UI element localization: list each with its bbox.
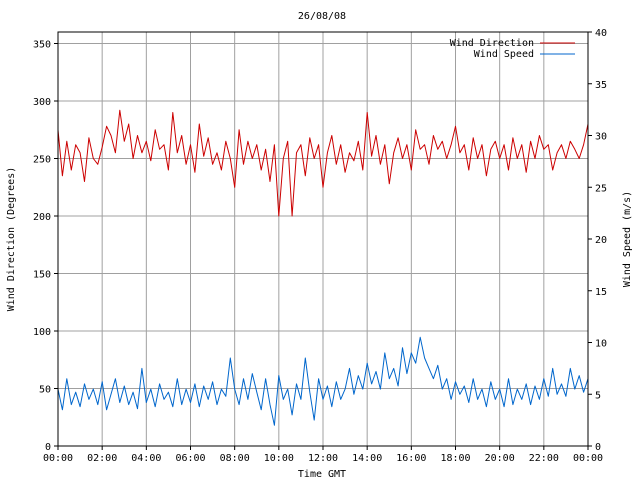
- x-tick-label: 16:00: [396, 453, 426, 464]
- left-tick-label: 150: [33, 270, 51, 281]
- wind-direction-line: [57, 109, 589, 217]
- left-tick-label: 100: [33, 327, 51, 338]
- left-tick-label: 300: [33, 97, 51, 108]
- x-tick-label: 22:00: [529, 453, 559, 464]
- x-tick-label: 20:00: [485, 453, 515, 464]
- x-tick-label: 04:00: [131, 453, 161, 464]
- right-tick-label: 35: [595, 80, 607, 91]
- left-tick-label: 200: [33, 212, 51, 223]
- x-tick-label: 14:00: [352, 453, 382, 464]
- x-tick-label: 12:00: [308, 453, 338, 464]
- left-tick-label: 0: [45, 442, 51, 453]
- x-tick-label: 02:00: [87, 453, 117, 464]
- legend: Wind Direction Wind Speed: [450, 38, 575, 60]
- right-tick-label: 0: [595, 442, 601, 453]
- right-tick-label: 25: [595, 183, 607, 194]
- left-tick-label: 250: [33, 155, 51, 166]
- series-layer: [57, 109, 589, 426]
- right-tick-label: 20: [595, 235, 607, 246]
- x-tick-label: 10:00: [264, 453, 294, 464]
- x-tick-label: 08:00: [220, 453, 250, 464]
- left-axis-ticks: 0 50 100 150 200 250 300 350: [33, 40, 58, 453]
- right-tick-label: 5: [595, 390, 601, 401]
- right-tick-label: 10: [595, 339, 607, 350]
- legend-label-speed: Wind Speed: [474, 49, 534, 60]
- x-tick-label: 00:00: [43, 453, 73, 464]
- right-tick-label: 40: [595, 28, 607, 39]
- right-tick-label: 15: [595, 287, 607, 298]
- x-tick-label: 18:00: [440, 453, 470, 464]
- left-tick-label: 50: [39, 385, 51, 396]
- left-axis-label: Wind Direction (Degrees): [6, 167, 17, 312]
- right-tick-label: 30: [595, 132, 607, 143]
- x-axis-label: Time GMT: [298, 469, 346, 480]
- x-axis-ticks: 00:00 02:00 04:00 06:00 08:00 10:00 12:00 14:00…: [43, 446, 603, 464]
- grid-layer: [58, 32, 588, 446]
- x-tick-label: 00:00: [573, 453, 603, 464]
- right-axis-label: Wind Speed (m/s): [622, 191, 633, 287]
- left-tick-label: 350: [33, 40, 51, 51]
- right-axis-ticks: 0 5 10 15 20 25 30 35 40: [588, 28, 607, 453]
- x-tick-label: 06:00: [175, 453, 205, 464]
- legend-label-direction: Wind Direction: [450, 38, 534, 49]
- chart-title: 26/08/08: [298, 11, 346, 22]
- wind-speed-line: [57, 336, 589, 426]
